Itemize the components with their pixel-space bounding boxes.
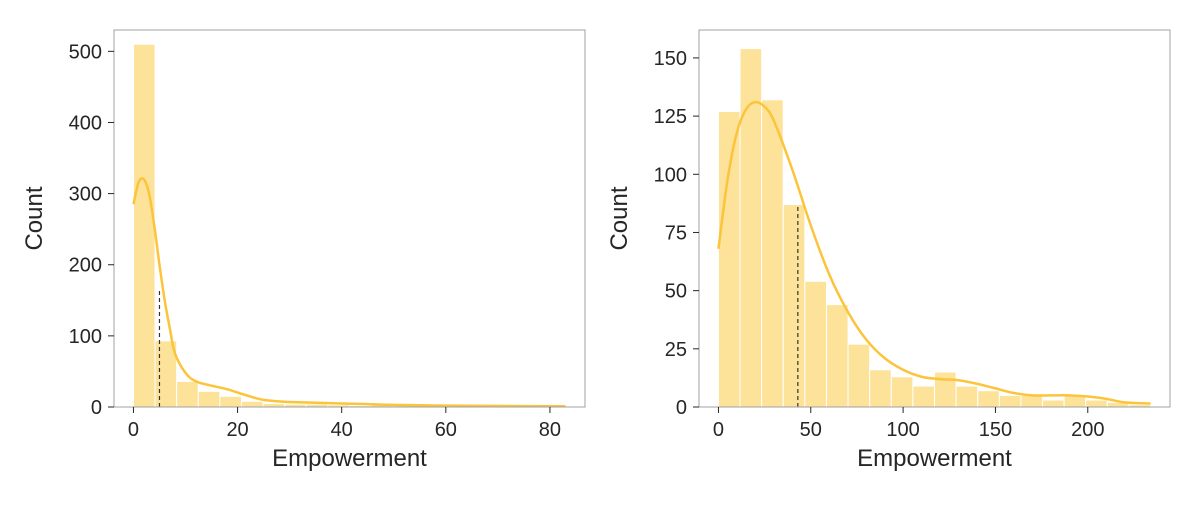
histogram-bar bbox=[176, 380, 199, 408]
y-tick-label: 125 bbox=[654, 106, 687, 128]
histogram-bar bbox=[782, 204, 806, 408]
chart-panel-1: 0 20 40 60 80 0 100 200 300 400 500 Empowerment Coun… bbox=[21, 29, 586, 472]
histogram-bar bbox=[869, 369, 892, 408]
x-tick-label: 150 bbox=[979, 419, 1012, 441]
histogram-bar bbox=[825, 304, 849, 408]
histogram-bar bbox=[1020, 394, 1044, 408]
histogram-bar bbox=[262, 402, 286, 408]
histogram-bar bbox=[132, 43, 156, 408]
histogram-bar bbox=[804, 280, 827, 408]
plot-frame bbox=[698, 29, 1171, 408]
y-tick-label: 100 bbox=[654, 164, 687, 186]
histogram-bar bbox=[197, 390, 221, 408]
histogram-bar bbox=[1085, 399, 1108, 408]
y-tick-label: 50 bbox=[665, 281, 687, 303]
histogram-bar bbox=[240, 400, 264, 408]
x-tick-label: 0 bbox=[128, 419, 139, 441]
x-tick-label: 100 bbox=[886, 419, 919, 441]
histogram-bar bbox=[934, 371, 957, 408]
x-tick-label: 200 bbox=[1071, 419, 1104, 441]
histogram-bar bbox=[998, 394, 1022, 408]
y-tick-label: 100 bbox=[69, 326, 102, 348]
x-tick-label: 40 bbox=[331, 419, 353, 441]
histogram-bar bbox=[955, 385, 979, 408]
y-tick-label: 150 bbox=[654, 48, 687, 70]
histogram-bar bbox=[1042, 399, 1065, 408]
y-axis-label: Count bbox=[21, 186, 48, 250]
y-tick-label: 400 bbox=[69, 112, 102, 134]
y-axis-label: Count bbox=[606, 186, 633, 250]
x-axis-label: Empowerment bbox=[857, 445, 1012, 472]
histogram-bar bbox=[717, 110, 741, 408]
y-tick-label: 25 bbox=[665, 339, 687, 361]
x-tick-label: 0 bbox=[713, 419, 724, 441]
histogram-bar bbox=[761, 99, 784, 408]
y-tick-label: 300 bbox=[69, 184, 102, 206]
histogram-bar bbox=[219, 395, 242, 408]
x-tick-label: 80 bbox=[539, 419, 561, 441]
kde-curve bbox=[717, 100, 1151, 405]
histogram-bar bbox=[977, 390, 1000, 408]
x-axis-label: Empowerment bbox=[272, 445, 427, 472]
y-tick-label: 75 bbox=[665, 222, 687, 244]
x-tick-label: 50 bbox=[800, 419, 822, 441]
x-tick-label: 20 bbox=[226, 419, 248, 441]
plot-frame bbox=[113, 29, 586, 408]
histogram-bar bbox=[912, 385, 935, 408]
kde-curve bbox=[132, 177, 566, 408]
y-tick-label: 200 bbox=[69, 255, 102, 277]
histogram-bar bbox=[890, 376, 914, 408]
chart-panel-2: 0 50 100 150 200 0 25 50 75 100 125 150 Empowerment C… bbox=[606, 29, 1171, 472]
histogram-bar bbox=[847, 343, 871, 408]
y-tick-label: 500 bbox=[69, 41, 102, 63]
y-tick-label: 0 bbox=[91, 397, 102, 419]
x-tick-label: 60 bbox=[435, 419, 457, 441]
y-tick-label: 0 bbox=[676, 397, 687, 419]
